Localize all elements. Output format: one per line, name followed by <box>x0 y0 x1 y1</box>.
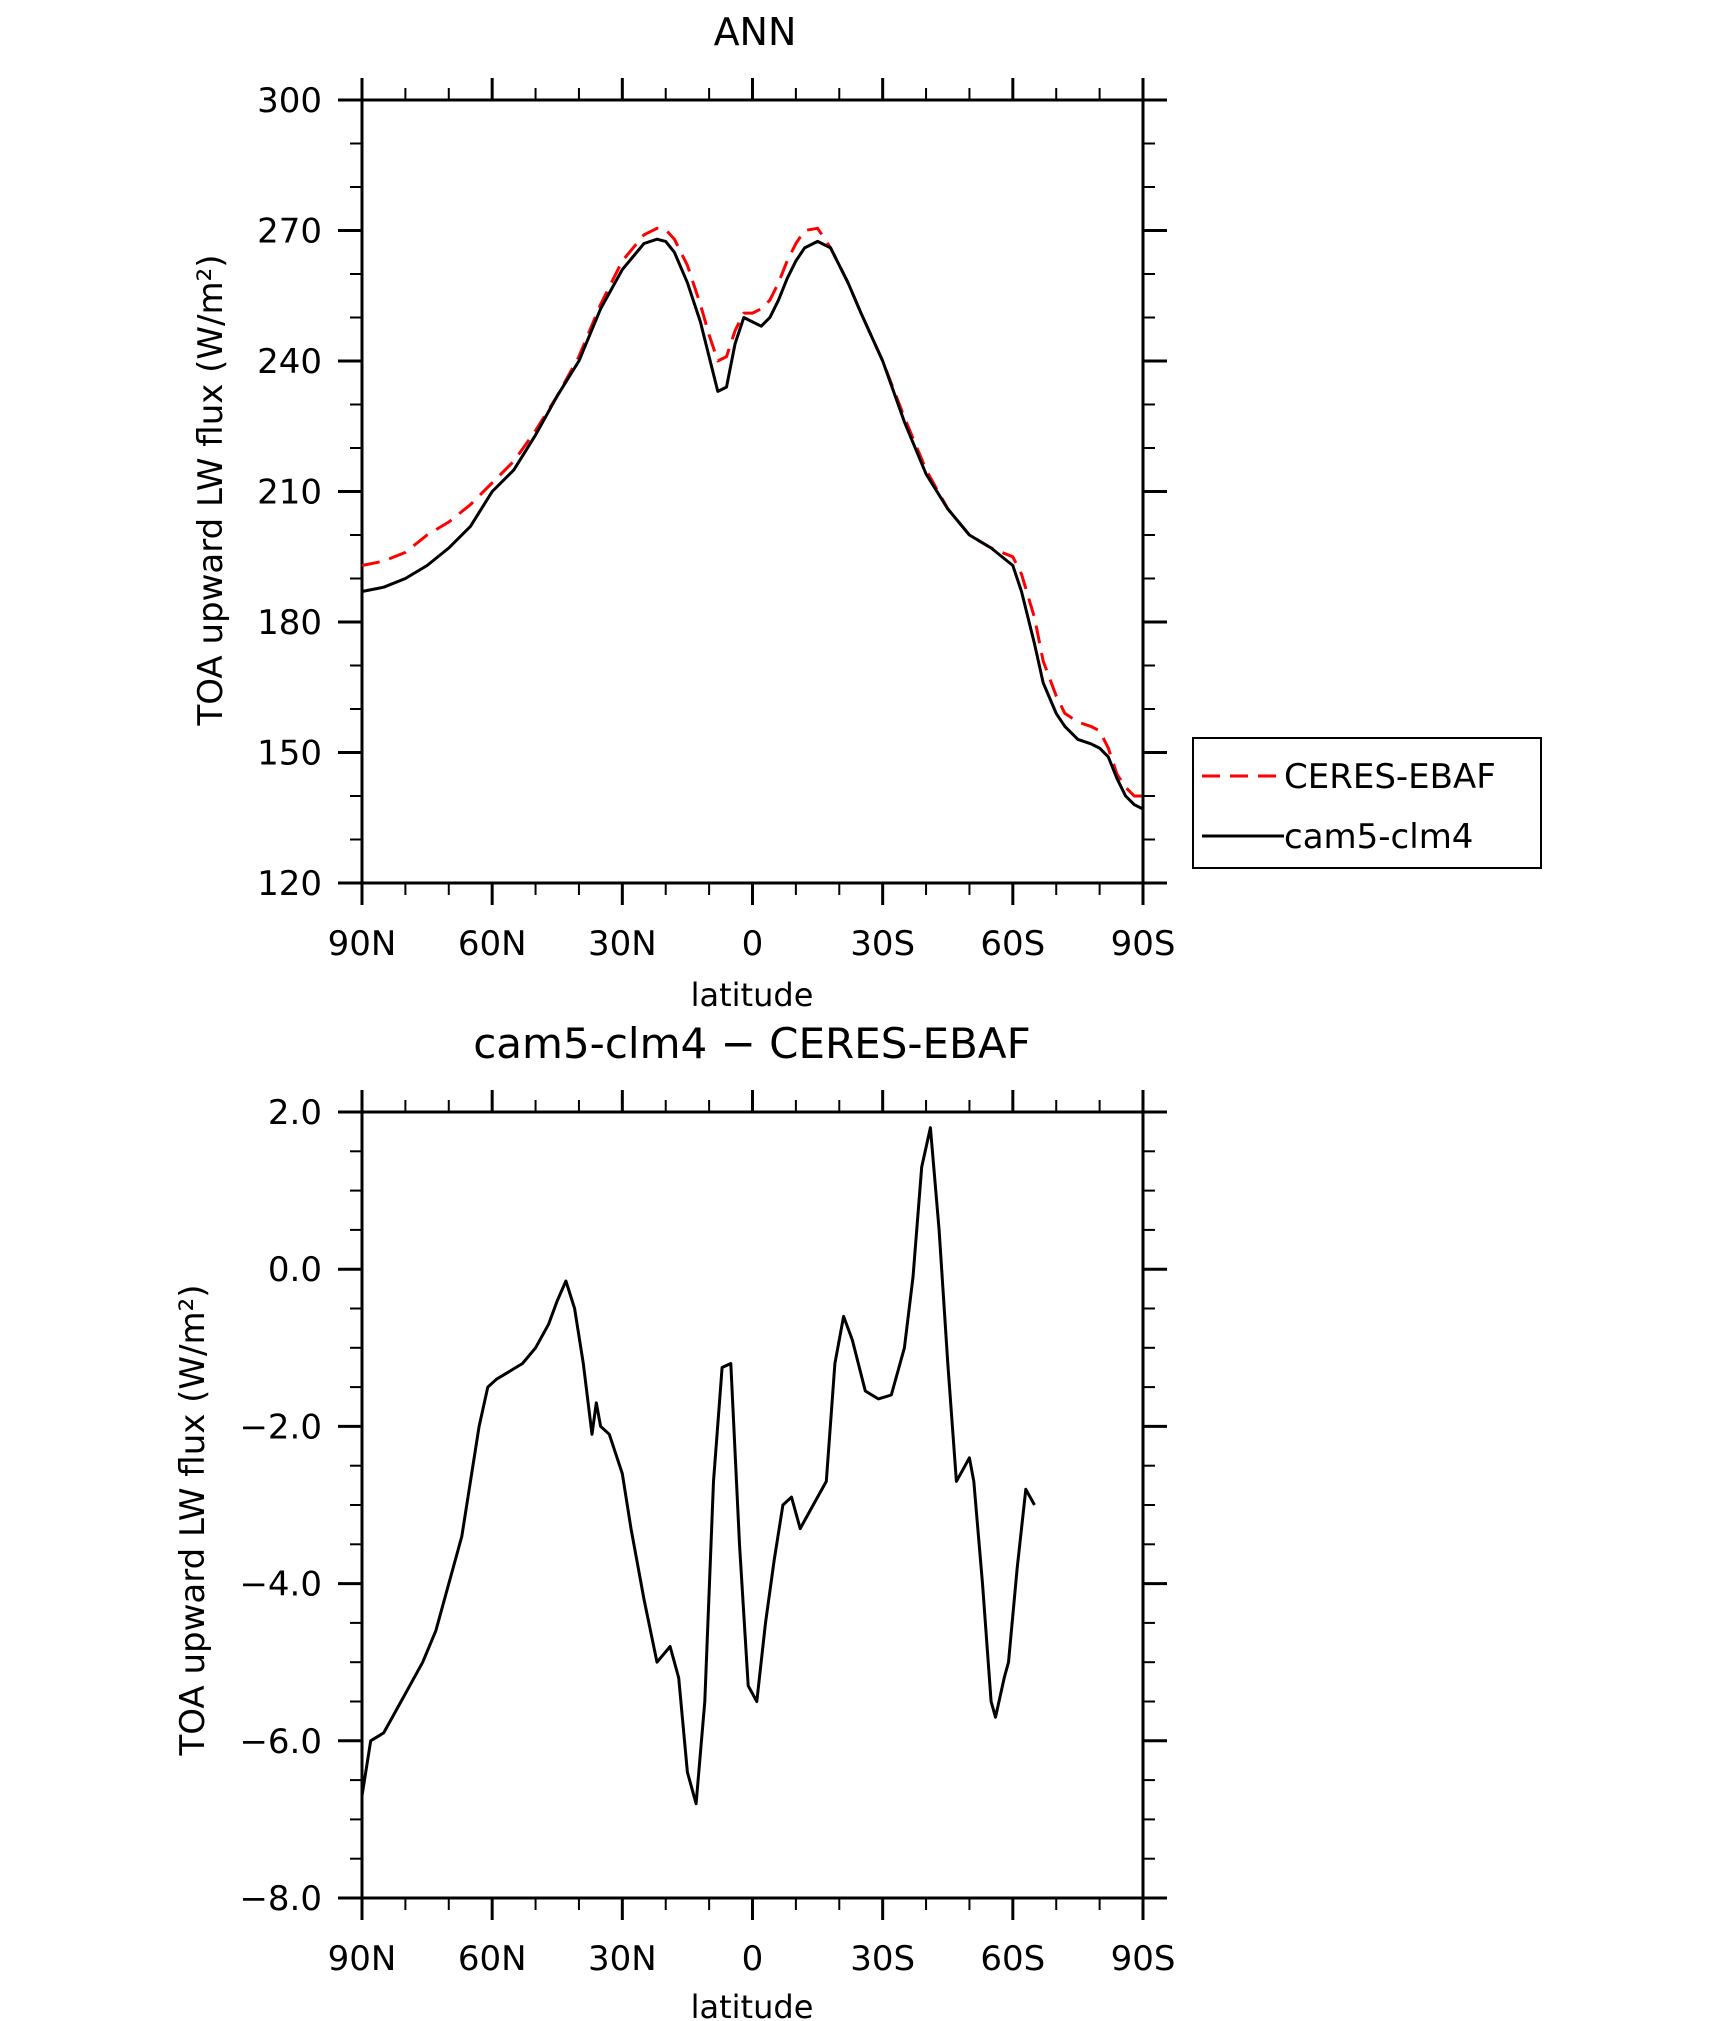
x-tick-label: 60S <box>980 1939 1045 1979</box>
x-tick-labels: 90N 60N 30N 0 30S 60S 90S <box>328 924 1176 964</box>
x-tick-label: 30S <box>850 1939 915 1979</box>
legend: CERES-EBAF cam5-clm4 <box>1192 737 1542 869</box>
y-tick-label: 300 <box>257 81 322 121</box>
x-tick-label: 60N <box>458 1939 527 1979</box>
x-tick-label: 30S <box>850 924 915 964</box>
y-tick-label: −8.0 <box>239 1879 322 1919</box>
y-tick-label: 180 <box>257 603 322 643</box>
x-tick-labels: 90N 60N 30N 0 30S 60S 90S <box>328 1939 1176 1979</box>
x-axis-label: latitude <box>691 1988 814 2021</box>
legend-label-cam5: cam5-clm4 <box>1284 817 1473 857</box>
x-tick-label: 30N <box>588 924 657 964</box>
series-line-cam5-clm4 <box>361 237 1144 811</box>
y-tick-label: 210 <box>257 473 322 513</box>
panel-difference: cam5-clm4 − CERES-EBAF −8.0 −6.0 −4.0 −2.0 0… <box>173 1019 1175 2021</box>
legend-box <box>1192 737 1542 869</box>
y-tick-label: −4.0 <box>239 1565 322 1605</box>
x-axis-label: latitude <box>691 976 814 1014</box>
y-tick-label: 0.0 <box>268 1250 322 1290</box>
y-tick-label: −6.0 <box>239 1722 322 1762</box>
x-tick-label: 90N <box>328 1939 397 1979</box>
y-tick-label: 270 <box>257 212 322 252</box>
series-line-difference <box>360 1126 1036 1806</box>
y-axis-label: TOA upward LW flux (W/m²) <box>173 1284 213 1756</box>
y-tick-labels: −8.0 −6.0 −4.0 −2.0 0.0 2.0 <box>239 1093 322 1919</box>
axis-ticks <box>338 78 1167 905</box>
y-tick-label: −2.0 <box>239 1407 322 1447</box>
x-tick-label: 90N <box>328 924 397 964</box>
series-group <box>360 1126 1036 1806</box>
chart-title: cam5-clm4 − CERES-EBAF <box>473 1019 1031 1068</box>
x-tick-label: 0 <box>742 1939 764 1979</box>
series-line-ceres-ebaf <box>361 226 1143 798</box>
x-tick-label: 90S <box>1111 1939 1176 1979</box>
series-group <box>361 226 1144 811</box>
x-tick-label: 60S <box>980 924 1045 964</box>
plot-frame <box>360 1110 1145 1900</box>
chart-title: ANN <box>714 10 797 54</box>
y-tick-label: 120 <box>257 864 322 904</box>
x-tick-label: 30N <box>588 1939 657 1979</box>
y-tick-labels: 120 150 180 210 240 270 300 <box>257 81 322 904</box>
plot-frame <box>360 98 1145 885</box>
x-tick-label: 60N <box>458 924 527 964</box>
legend-label-ceres: CERES-EBAF <box>1284 757 1496 797</box>
x-tick-label: 90S <box>1111 924 1176 964</box>
y-axis-label: TOA upward LW flux (W/m²) <box>191 254 231 726</box>
x-tick-label: 0 <box>742 924 764 964</box>
panel-annual-flux: ANN 120 150 180 210 240 270 300 90N 60N 30N 0 30S 6… <box>191 10 1542 1014</box>
y-tick-label: 240 <box>257 342 322 382</box>
y-tick-label: 150 <box>257 734 322 774</box>
axis-ticks <box>338 1090 1167 1920</box>
y-tick-label: 2.0 <box>268 1093 322 1133</box>
